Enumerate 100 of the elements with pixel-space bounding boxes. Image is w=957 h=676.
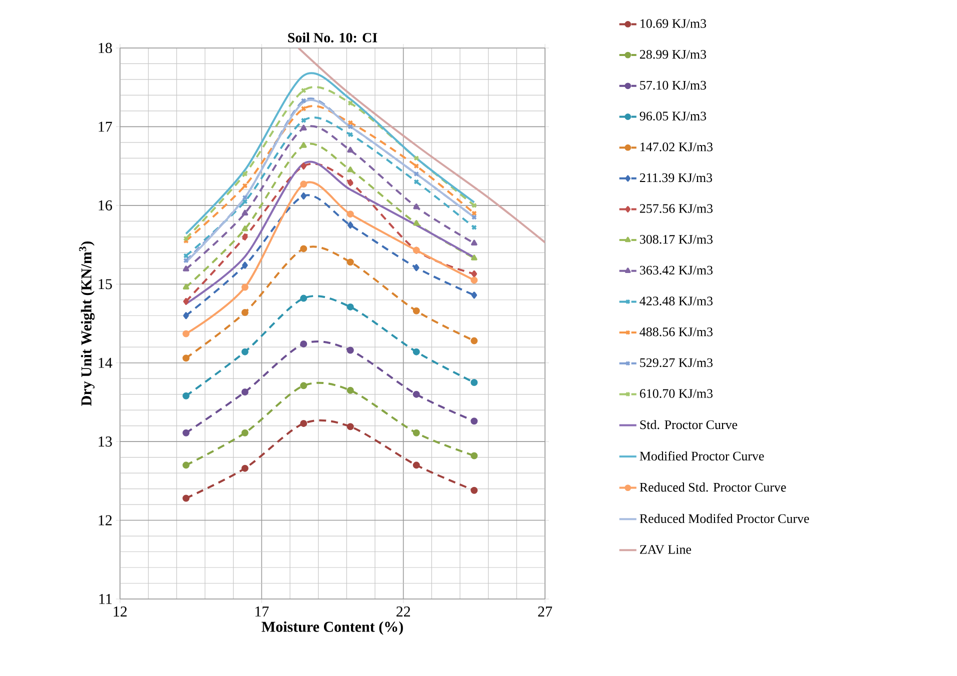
point <box>471 254 478 260</box>
legend-label: 610.70 KJ/m3 <box>640 389 713 398</box>
legend-label: 363.42 KJ/m3 <box>640 266 713 275</box>
point <box>470 418 478 425</box>
point <box>241 308 248 316</box>
point <box>242 182 248 189</box>
point <box>413 220 420 226</box>
y-tick-label: 13 <box>98 436 112 447</box>
point <box>346 210 354 218</box>
point <box>182 392 190 400</box>
point <box>414 179 420 185</box>
legend-label: 257.56 KJ/m3 <box>640 204 713 213</box>
point <box>347 179 354 186</box>
point <box>347 146 354 153</box>
point <box>412 462 420 469</box>
legend-label: ZAV Line <box>640 545 692 554</box>
x-tick-label: 12 <box>114 606 127 616</box>
point <box>241 388 248 396</box>
point <box>300 88 306 94</box>
point <box>242 194 248 200</box>
y-tick-label: 15 <box>98 279 112 290</box>
legend-label: Modified Proctor Curve <box>640 451 764 460</box>
point <box>470 379 478 386</box>
point <box>242 226 248 232</box>
point <box>347 166 354 172</box>
point <box>471 214 477 220</box>
y-tick-label: 17 <box>98 122 112 132</box>
point <box>412 307 420 314</box>
point <box>346 386 354 394</box>
point <box>300 294 308 302</box>
point <box>300 142 307 148</box>
point <box>182 494 190 502</box>
x-tick-label: 17 <box>255 606 269 616</box>
point <box>471 292 478 299</box>
point <box>348 132 354 138</box>
point <box>182 354 190 362</box>
point <box>300 98 306 104</box>
point <box>414 155 420 161</box>
point <box>470 486 478 494</box>
point <box>182 330 190 338</box>
point <box>412 429 420 436</box>
point <box>300 106 306 112</box>
point <box>242 262 248 269</box>
y-tick-label: 18 <box>98 42 112 54</box>
point <box>242 171 248 177</box>
point <box>414 171 420 177</box>
point <box>242 210 248 216</box>
point <box>300 192 306 200</box>
x-tick-label: 22 <box>396 606 410 616</box>
point <box>348 124 354 130</box>
point <box>183 258 189 264</box>
legend-label: 423.48 KJ/m3 <box>640 296 713 306</box>
point <box>242 233 248 240</box>
point <box>471 224 477 230</box>
x-tick-label: 27 <box>538 606 552 616</box>
point <box>183 312 189 320</box>
x-axis-title: Moisture Content (%) <box>262 621 403 635</box>
point <box>182 266 190 272</box>
point <box>470 337 478 344</box>
legend-label: 96.05 KJ/m3 <box>640 112 706 121</box>
y-axis-title: Dry Unit Weight (KN/m$^{3}$) <box>79 242 95 406</box>
legend-label: 57.10 KJ/m3 <box>640 80 706 90</box>
legend-label: 211.39 KJ/m3 <box>640 173 712 182</box>
point <box>300 340 308 348</box>
point <box>471 240 478 246</box>
point <box>346 346 354 354</box>
legend-label: 147.02 KJ/m3 <box>640 142 713 152</box>
point <box>300 245 308 252</box>
legend-label: Reduced Std. Proctor Curve <box>640 482 786 492</box>
point <box>182 284 190 290</box>
point <box>183 298 189 305</box>
point <box>183 253 189 259</box>
point <box>470 276 478 284</box>
legend-label: Std. Proctor Curve <box>640 420 738 430</box>
point <box>346 258 354 266</box>
point <box>183 238 189 244</box>
point <box>300 124 307 131</box>
point <box>471 270 478 278</box>
y-tick-label: 14 <box>98 358 112 368</box>
point <box>241 348 248 356</box>
point <box>414 163 420 169</box>
point <box>346 423 354 430</box>
legend-label: 488.56 KJ/m3 <box>640 327 713 336</box>
y-tick-label: 16 <box>98 200 112 210</box>
point <box>182 429 190 436</box>
legend-label: Reduced Modifed Proctor Curve <box>640 514 809 524</box>
point <box>414 264 420 272</box>
point <box>241 284 248 291</box>
legend-label: 28.99 KJ/m3 <box>640 50 706 59</box>
point <box>471 202 477 208</box>
chart-title: Soil No. 10: CI <box>288 32 378 42</box>
point <box>300 162 306 170</box>
point <box>470 452 478 460</box>
point <box>347 222 354 229</box>
point <box>300 420 308 427</box>
legend-label: 529.27 KJ/m3 <box>640 358 713 368</box>
point <box>348 100 354 106</box>
point <box>241 429 248 436</box>
point <box>241 464 248 472</box>
point <box>300 118 306 124</box>
